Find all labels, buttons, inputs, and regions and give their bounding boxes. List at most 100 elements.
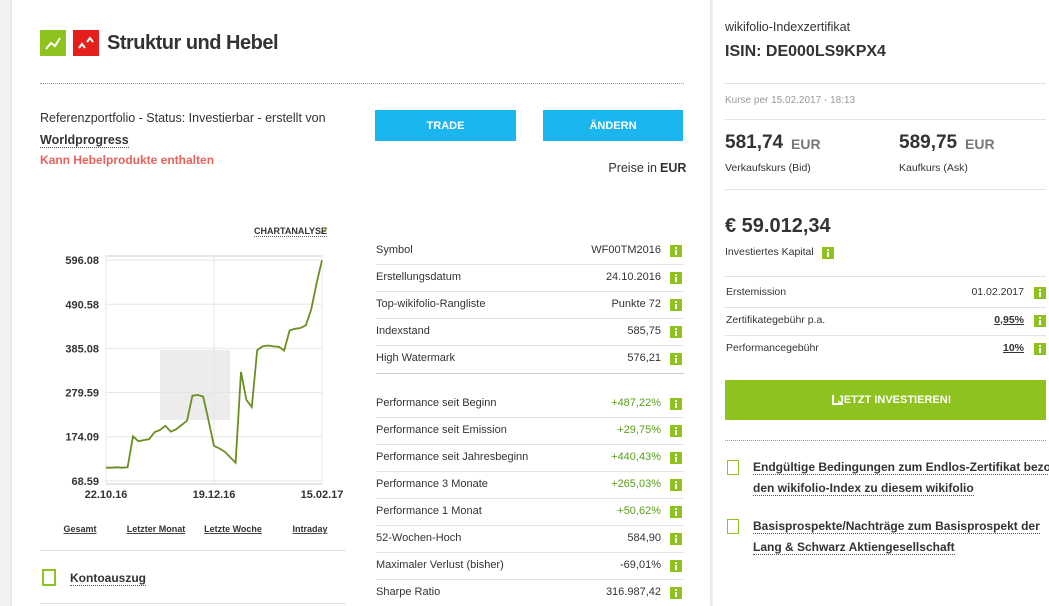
row-divider — [376, 318, 684, 319]
divider — [40, 550, 346, 551]
stat-label: Performance 3 Monate — [376, 478, 488, 490]
stat-label: Maximaler Verlust (bisher) — [376, 559, 504, 571]
stat-label: High Watermark — [376, 352, 456, 364]
quote-price: 581,74 — [725, 132, 784, 153]
quote-label: Verkaufskurs (Bid) — [725, 162, 811, 174]
pdf-icon — [727, 460, 739, 475]
quote-currency: EUR — [965, 136, 995, 152]
info-icon — [670, 452, 682, 464]
cert-value: 01.02.2017 — [971, 286, 1024, 298]
x-tick-label: 15.02.17 — [301, 489, 344, 501]
trade-button[interactable]: TRADE — [375, 110, 516, 141]
range-tab[interactable]: Letzte Woche — [204, 524, 262, 534]
stat-value: +265,03% — [611, 478, 661, 490]
range-tab[interactable]: Gesamt — [63, 524, 96, 534]
stat-value: Punkte 72 — [611, 298, 661, 310]
x-tick-label: 19.12.16 — [193, 489, 236, 501]
quote-currency: EUR — [791, 136, 821, 152]
price-currency: EUR — [660, 161, 687, 175]
stat-value: -69,01% — [620, 559, 661, 571]
y-tick-label: 174.09 — [65, 432, 99, 444]
info-icon — [670, 272, 682, 284]
stat-label: Symbol — [376, 244, 413, 256]
change-button[interactable]: ÄNDERN — [543, 110, 683, 141]
y-tick-label: 68.59 — [71, 476, 99, 488]
range-tab[interactable]: Intraday — [292, 524, 327, 534]
stat-value: 576,21 — [627, 352, 661, 364]
stat-value: 24.10.2016 — [605, 271, 661, 283]
row-divider — [376, 471, 684, 472]
cert-label: Zertifikategebühr p.a. — [726, 314, 826, 326]
x-tick-label: 22.10.16 — [85, 489, 128, 501]
divider — [725, 189, 1046, 190]
document-link[interactable]: Lang & Schwarz Aktiengesellschaft — [753, 540, 955, 555]
chart-analysis-link[interactable]: CHARTANALYSE — [254, 226, 328, 237]
info-icon — [670, 398, 682, 410]
row-divider — [376, 552, 684, 553]
chart-analysis-icon — [320, 227, 328, 235]
y-tick-label: 279.59 — [65, 388, 99, 400]
row-divider — [376, 345, 684, 346]
portfolio-status: Referenzportfolio - Status: Investierbar… — [40, 111, 326, 125]
info-icon — [670, 326, 682, 338]
stat-label: Performance 1 Monat — [376, 505, 482, 517]
row-divider — [376, 291, 684, 292]
price-label: Preise in — [608, 161, 657, 175]
stat-value: +440,43% — [611, 451, 661, 463]
row-divider — [725, 307, 1046, 308]
row-divider — [376, 525, 684, 526]
stat-label: Performance seit Jahresbeginn — [376, 451, 529, 463]
header-icons — [40, 30, 99, 56]
document-link[interactable]: Endgültige Bedingungen zum Endlos-Zertif… — [753, 460, 1049, 475]
info-icon — [670, 533, 682, 545]
info-icon — [670, 299, 682, 311]
stat-label: Sharpe Ratio — [376, 586, 441, 598]
quote-time: Kurse per 15.02.2017 - 18:13 — [725, 95, 856, 106]
portfolio-author[interactable]: Worldprogress — [40, 133, 129, 148]
row-divider — [725, 335, 1046, 336]
stat-value: +50,62% — [617, 505, 661, 517]
info-icon — [670, 479, 682, 491]
divider — [725, 440, 1046, 441]
info-icon — [670, 245, 682, 257]
invest-button[interactable]: JETZT INVESTIEREN! — [725, 380, 1046, 420]
y-tick-label: 490.58 — [65, 299, 99, 311]
stat-value: +29,75% — [617, 424, 661, 436]
stat-label: Top-wikifolio-Rangliste — [376, 298, 486, 310]
row-divider — [376, 444, 684, 445]
divider — [40, 603, 346, 604]
document-link[interactable]: Basisprospekte/Nachträge zum Basisprospe… — [753, 519, 1040, 534]
isin: ISIN: DE000LS9KPX4 — [725, 43, 886, 60]
stat-value: 584,90 — [627, 532, 661, 544]
invest-icon — [832, 395, 843, 405]
info-icon — [670, 560, 682, 572]
info-icon — [1034, 315, 1046, 327]
leverage-warning: Kann Hebelprodukte enthalten — [40, 153, 215, 167]
row-divider — [376, 264, 684, 265]
row-divider — [376, 579, 684, 580]
capital-label: Investiertes Kapital — [725, 246, 814, 258]
stat-value: WF00TM2016 — [591, 244, 661, 256]
info-icon — [670, 353, 682, 365]
stat-value: 316.987,42 — [605, 586, 661, 598]
cert-label: Performancegebühr — [726, 342, 819, 354]
y-tick-label: 385.08 — [65, 343, 99, 355]
info-icon — [670, 506, 682, 518]
y-tick-label: 596.08 — [65, 255, 99, 267]
stat-value: +487,22% — [611, 397, 661, 409]
performance-chart: 68.59 174.09 279.59 385.08 490.58 596.08 22.10… — [63, 227, 344, 534]
certificate-panel — [713, 0, 1049, 606]
divider — [725, 276, 1046, 277]
cert-label: Erstemission — [726, 286, 787, 298]
range-tab[interactable]: Letzter Monat — [127, 524, 186, 534]
info-icon — [822, 247, 834, 259]
invested-capital: € 59.012,34 — [725, 215, 831, 237]
quote-label: Kaufkurs (Ask) — [899, 162, 968, 174]
divider — [725, 83, 1046, 84]
info-icon — [1034, 287, 1046, 299]
cert-value: 0,95% — [994, 314, 1024, 326]
statement-link[interactable]: Kontoauszug — [70, 571, 146, 586]
info-icon — [670, 587, 682, 599]
document-link[interactable]: den wikifolio-Index zu diesem wikifolio — [753, 481, 974, 496]
